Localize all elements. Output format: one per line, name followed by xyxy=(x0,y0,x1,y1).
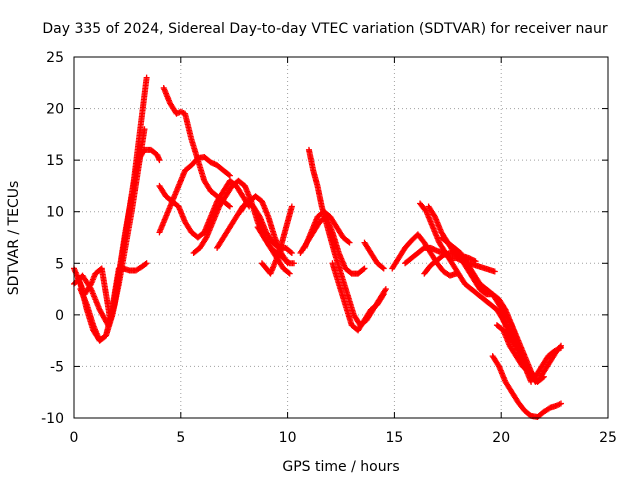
data-point xyxy=(287,249,294,256)
x-tick-label: 20 xyxy=(492,430,510,446)
data-point xyxy=(380,265,387,272)
data-point xyxy=(179,109,186,116)
data-point xyxy=(288,249,295,256)
data-point xyxy=(382,287,389,294)
y-tick-label: -10 xyxy=(41,411,64,427)
data-point xyxy=(142,261,149,268)
data-point xyxy=(225,202,232,209)
data-point xyxy=(288,203,295,210)
data-point xyxy=(558,344,565,351)
data-point xyxy=(346,239,353,246)
data-point xyxy=(226,203,233,210)
data-point xyxy=(156,157,163,164)
data-point xyxy=(558,400,565,407)
x-tick-label: 25 xyxy=(599,430,617,446)
data-point xyxy=(141,126,148,133)
x-tick-label: 5 xyxy=(176,430,185,446)
y-tick-label: -5 xyxy=(50,359,64,375)
x-tick-label: 15 xyxy=(385,430,403,446)
y-tick-label: 15 xyxy=(46,153,64,169)
data-point xyxy=(286,270,293,277)
data-point xyxy=(380,291,387,298)
data-point xyxy=(379,264,386,271)
data-point xyxy=(528,378,535,385)
y-tick-label: 10 xyxy=(46,205,64,221)
data-point xyxy=(285,269,292,276)
data-points xyxy=(71,74,565,420)
data-point xyxy=(360,266,367,273)
y-tick-label: 25 xyxy=(46,50,64,66)
data-point xyxy=(291,260,298,267)
plot-frame xyxy=(73,56,609,419)
data-point xyxy=(491,268,498,275)
x-tick-label: 0 xyxy=(70,430,79,446)
y-tick-label: 5 xyxy=(55,256,64,272)
data-point xyxy=(226,172,233,179)
data-point xyxy=(143,260,150,267)
data-point xyxy=(382,286,389,293)
y-axis-label: SDTVAR / TECUs xyxy=(6,181,22,296)
x-tick-label: 10 xyxy=(279,430,297,446)
chart-title: Day 335 of 2024, Sidereal Day-to-day VTE… xyxy=(42,21,608,37)
data-point xyxy=(225,171,232,178)
grid-lines xyxy=(74,57,608,418)
axes xyxy=(73,56,609,419)
data-point xyxy=(472,258,479,265)
y-tick-label: 0 xyxy=(55,308,64,324)
tick-labels: 0 5 10 15 20 25 -10 -5 0 5 10 15 20 25 xyxy=(41,50,617,446)
data-point xyxy=(361,265,368,272)
x-axis-label: GPS time / hours xyxy=(282,459,399,475)
y-tick-label: 20 xyxy=(46,102,64,118)
data-point xyxy=(143,74,150,81)
data-point xyxy=(379,292,386,299)
data-point xyxy=(345,238,352,245)
